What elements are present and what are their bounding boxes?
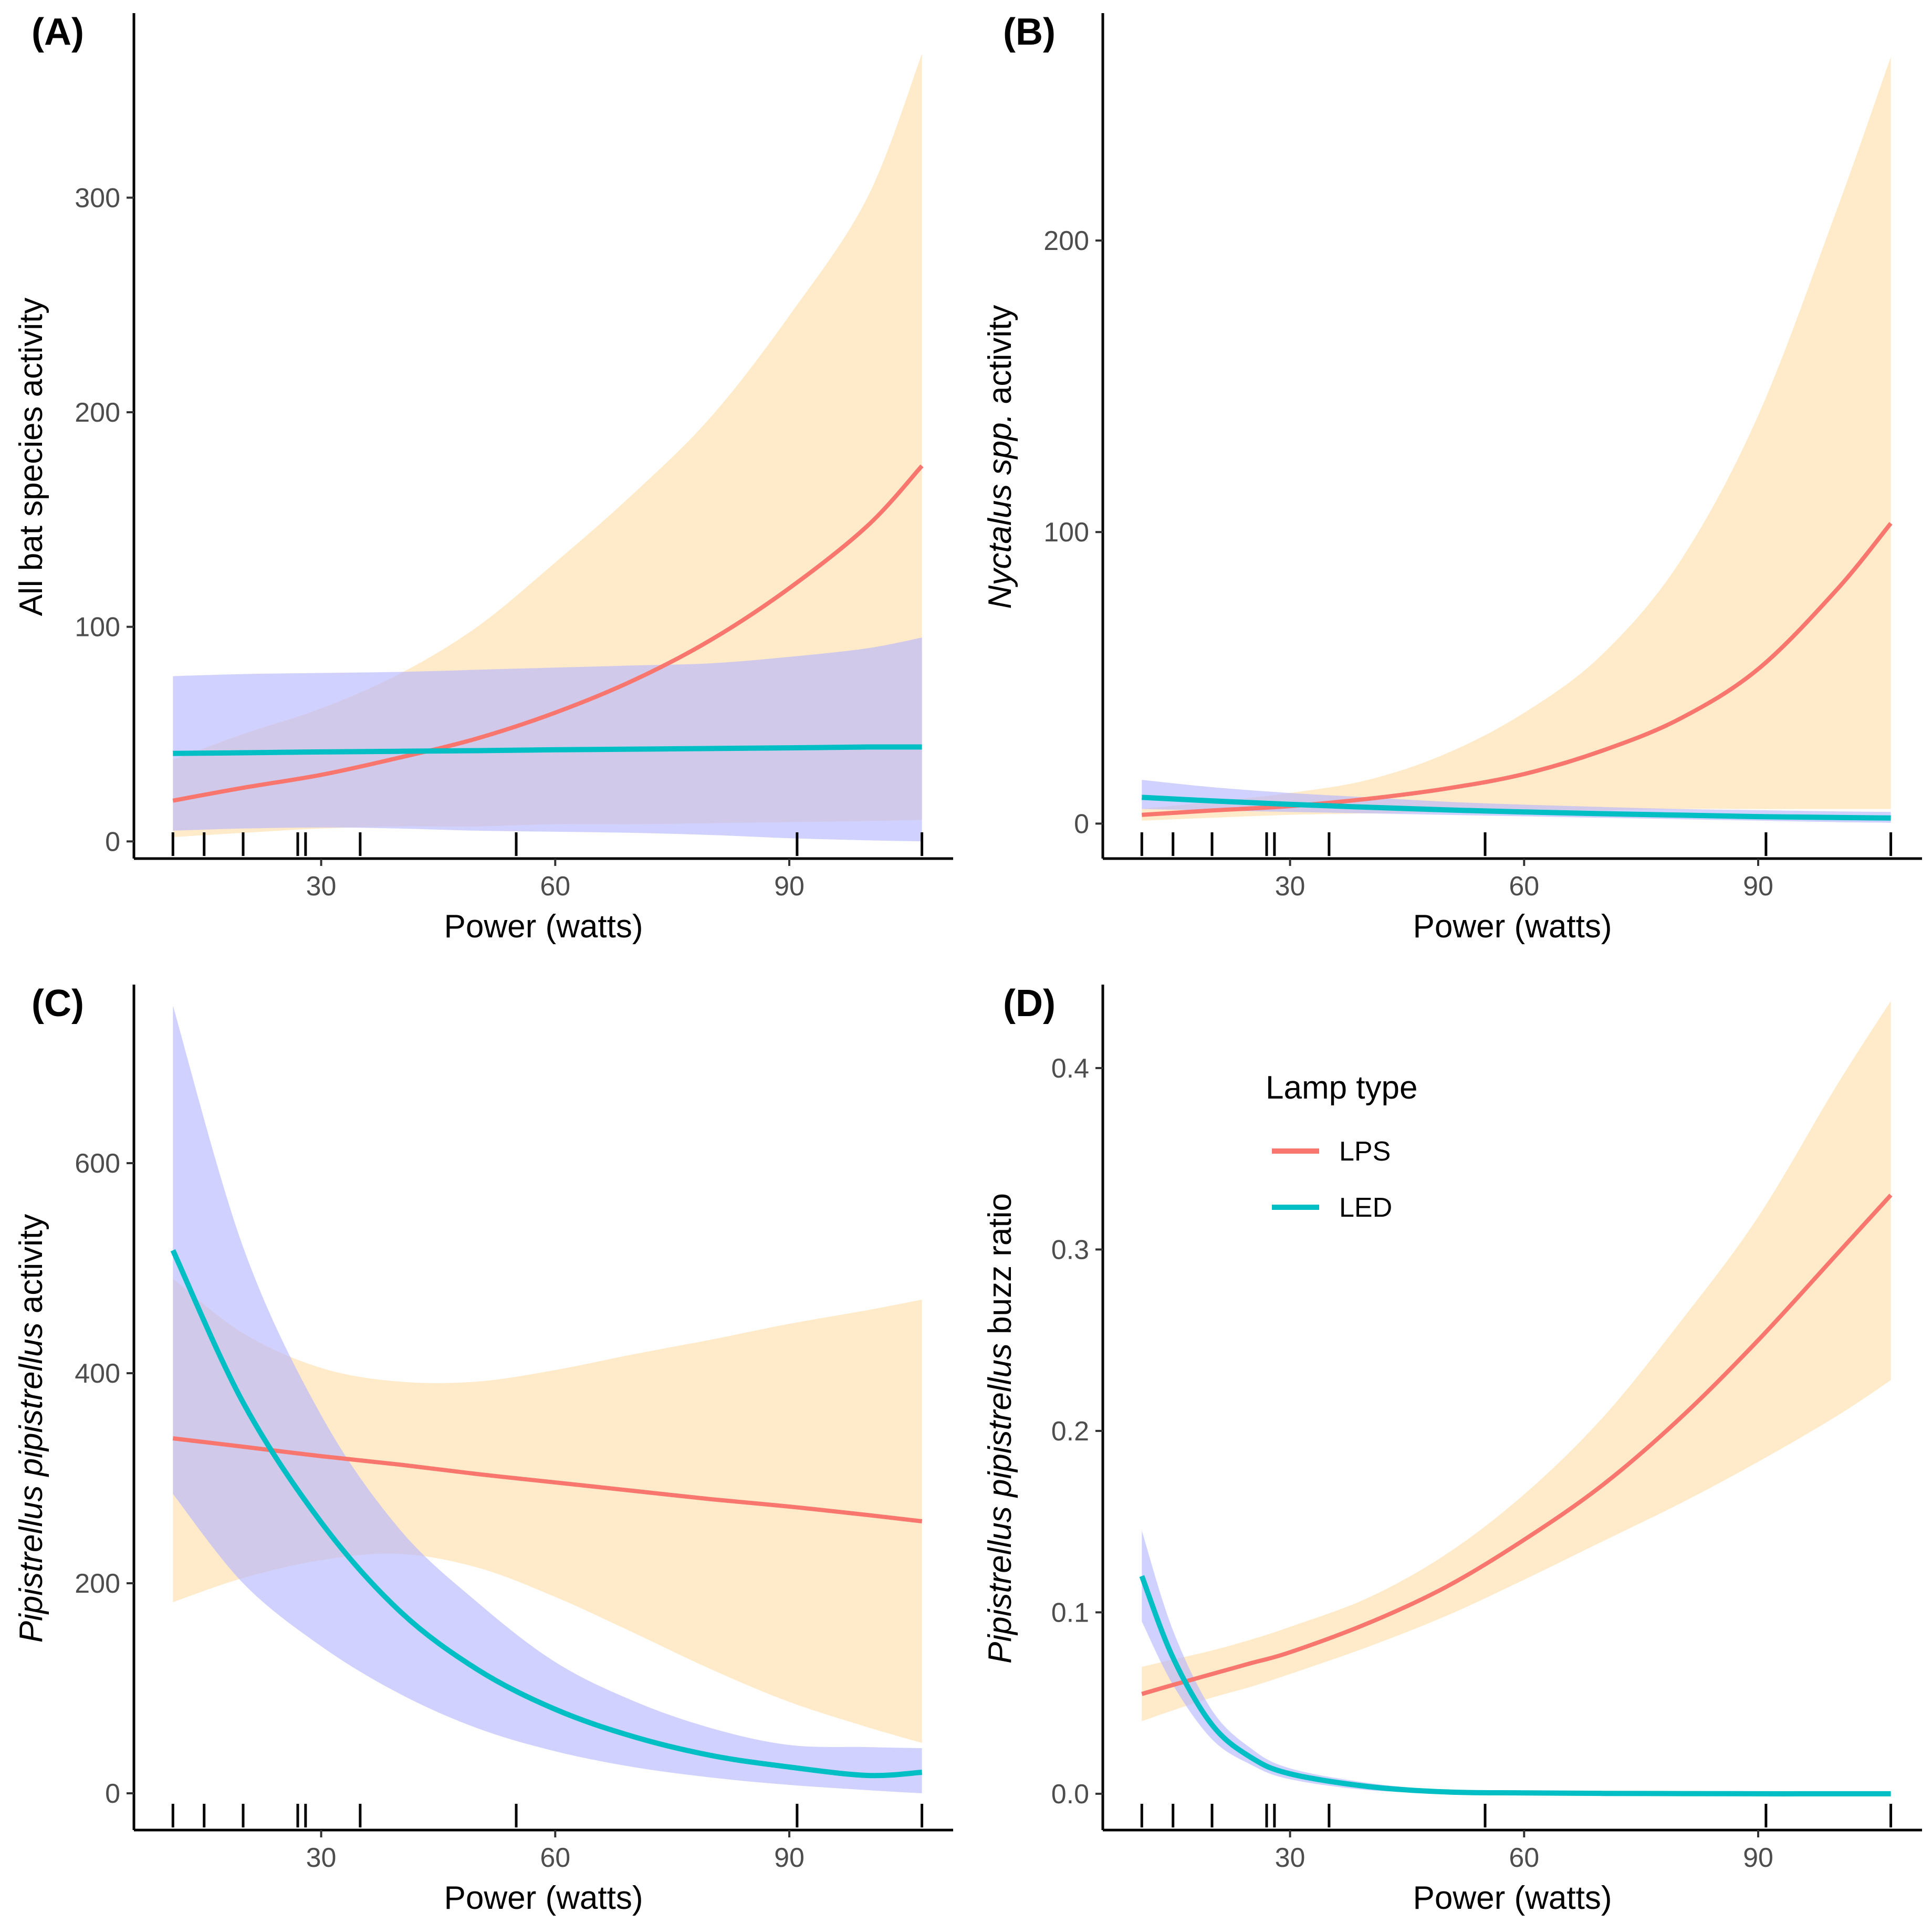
y-tick-label: 100 (75, 612, 120, 643)
y-tick-label: 0 (1074, 809, 1089, 839)
x-tick-label: 90 (1743, 871, 1773, 902)
y-tick-label: 200 (1043, 226, 1089, 256)
y-axis-label-italic: Pipistrellus pipistrellus (13, 1322, 49, 1643)
panel-title: (B) (1003, 11, 1056, 53)
series-line-led (1139, 1575, 1891, 1796)
y-tick-label: 0.2 (1051, 1416, 1089, 1447)
y-tick-label: 300 (75, 183, 120, 213)
series-line-led (1142, 795, 1891, 821)
y-tick-label: 0.0 (1051, 1779, 1089, 1810)
x-tick-label: 60 (540, 871, 570, 902)
y-tick-label: 600 (75, 1148, 120, 1179)
ci-band-lps (173, 54, 922, 838)
ci-band-led (173, 637, 922, 842)
y-tick-label: 0.4 (1051, 1053, 1089, 1084)
y-axis-label-rest: activity (13, 1214, 49, 1323)
panel-title: (A) (32, 11, 84, 53)
y-tick-label: 0.3 (1051, 1235, 1089, 1265)
panel-c: 0 200 400 600 30 60 90 Power (watts) Pipistrellu… (13, 983, 953, 1916)
y-axis-label-rest: activity (982, 305, 1018, 414)
x-tick-label: 30 (1275, 871, 1306, 902)
legend: Lamp type LPS LED (1266, 1070, 1418, 1223)
ci-band-led (1142, 780, 1891, 823)
series-line-led (170, 1249, 922, 1779)
y-tick-label: 200 (75, 1569, 120, 1599)
x-axis-label: Power (watts) (444, 908, 643, 945)
y-tick-label: 400 (75, 1358, 120, 1389)
x-tick-label: 90 (774, 1843, 805, 1873)
panel-b: 0 100 200 30 60 90 Power (watts) Nyctalus spp. … (982, 11, 1922, 945)
panel-title: (C) (32, 983, 84, 1025)
x-axis-label: Power (watts) (444, 1880, 643, 1916)
ci-band-lps (1142, 57, 1891, 821)
y-tick-label: 0 (105, 1779, 120, 1809)
x-tick-label: 30 (306, 1843, 337, 1873)
y-axis-label: Pipistrellus pipistrellus activity (13, 1214, 49, 1643)
y-tick-label: 100 (1043, 517, 1089, 548)
x-tick-label: 60 (1509, 871, 1539, 902)
x-tick-label: 90 (1743, 1843, 1773, 1873)
ci-band-lps (173, 1279, 922, 1743)
y-tick-label: 0.1 (1051, 1597, 1089, 1628)
ci-band-lps (1142, 1001, 1891, 1721)
x-tick-label: 30 (1275, 1843, 1306, 1873)
legend-label-lps: LPS (1339, 1136, 1391, 1167)
legend-title: Lamp type (1266, 1070, 1418, 1106)
y-axis-label-italic: Nyctalus spp. (982, 413, 1018, 609)
panel-title: (D) (1003, 983, 1056, 1025)
series-line-led (173, 744, 922, 756)
x-axis-label: Power (watts) (1413, 1880, 1612, 1916)
ci-band-led (173, 1006, 922, 1793)
y-tick-label: 200 (75, 398, 120, 428)
legend-label-led: LED (1339, 1193, 1392, 1223)
y-axis-label-rest: buzz ratio (982, 1193, 1018, 1343)
y-axis-label-italic: Pipistrellus pipistrellus (982, 1343, 1018, 1664)
panel-d: 0.0 0.1 0.2 0.3 0.4 30 60 90 Power (watts) Pipist… (982, 983, 1922, 1916)
y-axis-label: All bat species activity (13, 298, 49, 616)
y-axis-label: Pipistrellus pipistrellus buzz ratio (982, 1193, 1018, 1664)
series-line-lps (172, 1436, 923, 1523)
x-tick-label: 90 (774, 871, 805, 902)
x-tick-label: 60 (540, 1843, 570, 1873)
x-tick-label: 60 (1509, 1843, 1539, 1873)
series-line-lps (172, 464, 924, 803)
series-line-lps (1142, 522, 1893, 817)
panel-a: 0 100 200 300 30 60 90 Power (watts) All bat spe… (13, 11, 953, 945)
x-axis-label: Power (watts) (1413, 908, 1612, 945)
y-axis-label: Nyctalus spp. activity (982, 305, 1018, 609)
series-line-lps (1141, 1194, 1893, 1696)
y-tick-label: 0 (105, 827, 120, 857)
x-tick-label: 30 (306, 871, 337, 902)
